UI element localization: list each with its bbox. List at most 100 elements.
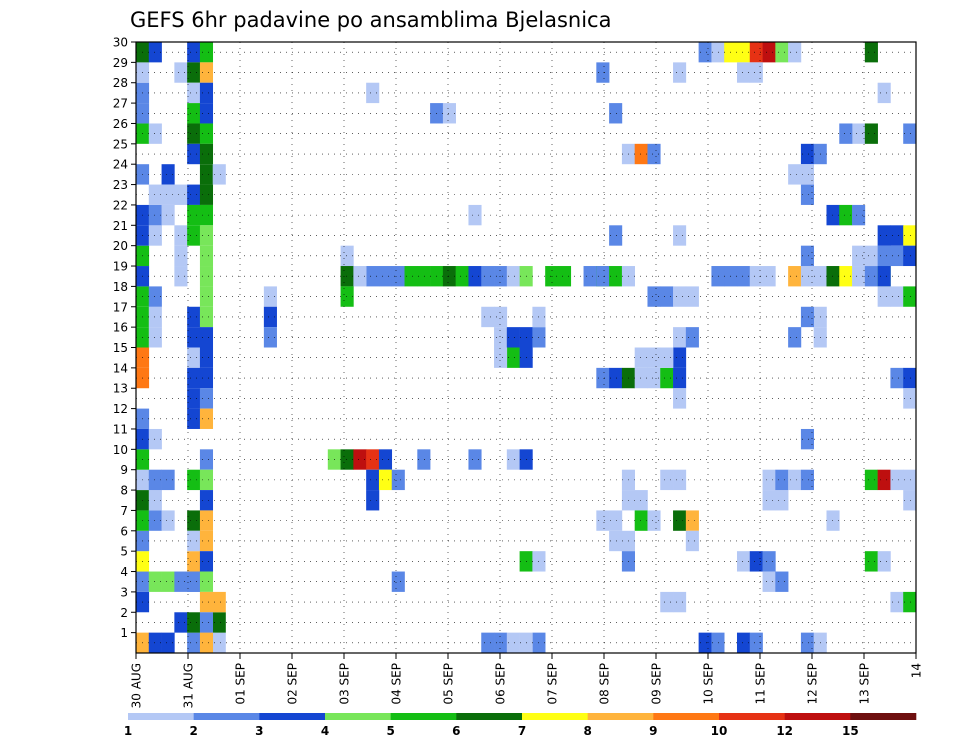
colorbar-swatch: [850, 713, 917, 720]
heatmap-cell: [263, 327, 277, 348]
heatmap-cell: [852, 204, 866, 226]
heatmap-cell: [148, 42, 162, 63]
heatmap-cell: [864, 245, 878, 267]
heatmap-cell: [417, 266, 431, 287]
heatmap-cell: [174, 62, 188, 83]
colorbar-label: 5: [386, 724, 394, 738]
heatmap-cell: [187, 530, 201, 552]
heatmap-cell: [609, 530, 623, 552]
heatmap-cell: [455, 266, 469, 287]
heatmap-cell: [596, 510, 610, 531]
heatmap-cell: [736, 62, 751, 83]
colorbar-label: 7: [518, 724, 526, 738]
colorbar-label: 9: [649, 724, 657, 738]
heatmap-cell: [749, 266, 763, 287]
heatmap-cell: [148, 469, 162, 491]
heatmap-cell: [788, 469, 802, 491]
y-tick-label: 12: [113, 402, 128, 416]
heatmap-cell: [199, 530, 214, 552]
heatmap-cell: [174, 571, 188, 592]
heatmap-cell: [199, 266, 214, 287]
heatmap-cell: [506, 632, 520, 653]
y-tick-label: 2: [120, 606, 128, 620]
heatmap-cell: [199, 551, 214, 572]
colorbar-label: 12: [776, 724, 793, 738]
heatmap-cell: [736, 266, 751, 287]
heatmap-cell: [685, 327, 699, 348]
heatmap-cell: [800, 306, 815, 328]
heatmap-cell: [148, 327, 162, 348]
heatmap-cell: [187, 103, 201, 124]
heatmap-cell: [826, 204, 840, 226]
heatmap-cell: [199, 571, 214, 592]
heatmap-cell: [187, 612, 201, 633]
heatmap-cell: [749, 632, 763, 653]
heatmap-cell: [673, 469, 687, 491]
x-tick-label: 01 SEP: [234, 663, 248, 705]
heatmap-cell: [800, 428, 815, 450]
colorbar-label: 10: [711, 724, 728, 738]
heatmap-cell: [174, 225, 188, 246]
heatmap-cell: [494, 632, 508, 653]
heatmap-cell: [839, 123, 853, 144]
heatmap-cell: [199, 612, 214, 633]
heatmap-cell: [762, 551, 776, 572]
heatmap-cell: [583, 266, 597, 287]
heatmap-cell: [788, 327, 802, 348]
heatmap-cell: [199, 164, 214, 185]
heatmap-cell: [877, 266, 891, 287]
heatmap-cell: [187, 469, 201, 491]
heatmap-cell: [161, 164, 175, 185]
heatmap-cell: [800, 143, 815, 165]
y-tick-label: 9: [120, 463, 128, 477]
heatmap-cell: [148, 510, 162, 531]
chart-title: GEFS 6hr padavine po ansamblima Bjelasni…: [130, 8, 611, 32]
heatmap-cell: [199, 449, 214, 470]
heatmap-cell: [903, 469, 917, 491]
y-tick-label: 26: [113, 117, 128, 131]
heatmap-cell: [263, 306, 277, 328]
heatmap-cell: [199, 367, 214, 389]
heatmap-cell: [199, 286, 214, 307]
heatmap-cell: [609, 367, 623, 389]
x-tick-label: 31 AUG: [182, 663, 196, 708]
heatmap-cell: [404, 266, 418, 287]
heatmap-cell: [494, 327, 508, 348]
heatmap-cell: [199, 62, 214, 83]
heatmap-cell: [711, 266, 725, 287]
heatmap-cell: [340, 286, 354, 307]
y-tick-label: 19: [113, 260, 128, 274]
heatmap-cell: [634, 367, 648, 389]
heatmap-cell: [187, 204, 201, 226]
heatmap-cell: [391, 266, 405, 287]
heatmap-cell: [736, 42, 751, 63]
heatmap-cell: [212, 632, 226, 653]
y-tick-label: 16: [113, 321, 128, 335]
heatmap-cell: [736, 632, 751, 653]
heatmap-cell: [506, 327, 520, 348]
heatmap-cell: [187, 306, 201, 328]
heatmap-cell: [788, 164, 802, 185]
heatmap-cell: [468, 266, 482, 287]
heatmap-cell: [366, 449, 380, 470]
heatmap-cell: [187, 327, 201, 348]
heatmap-cell: [494, 266, 508, 287]
heatmap-cell: [391, 571, 405, 592]
heatmap-cell: [263, 286, 277, 307]
heatmap-cell: [800, 164, 815, 185]
heatmap-cell: [890, 286, 904, 307]
heatmap-cell: [634, 143, 648, 165]
heatmap-cell: [673, 347, 687, 368]
heatmap-cell: [353, 266, 367, 287]
y-tick-label: 27: [113, 97, 128, 111]
y-tick-label: 8: [120, 484, 128, 498]
y-tick-label: 21: [113, 219, 128, 233]
heatmap-cell: [161, 571, 175, 592]
colorbar-swatch: [653, 713, 720, 720]
colorbar-swatch: [128, 713, 194, 720]
heatmap-cell: [596, 266, 610, 287]
x-tick-label: 14: [910, 663, 924, 678]
colorbar-swatch: [784, 713, 851, 720]
heatmap-cell: [800, 266, 815, 287]
